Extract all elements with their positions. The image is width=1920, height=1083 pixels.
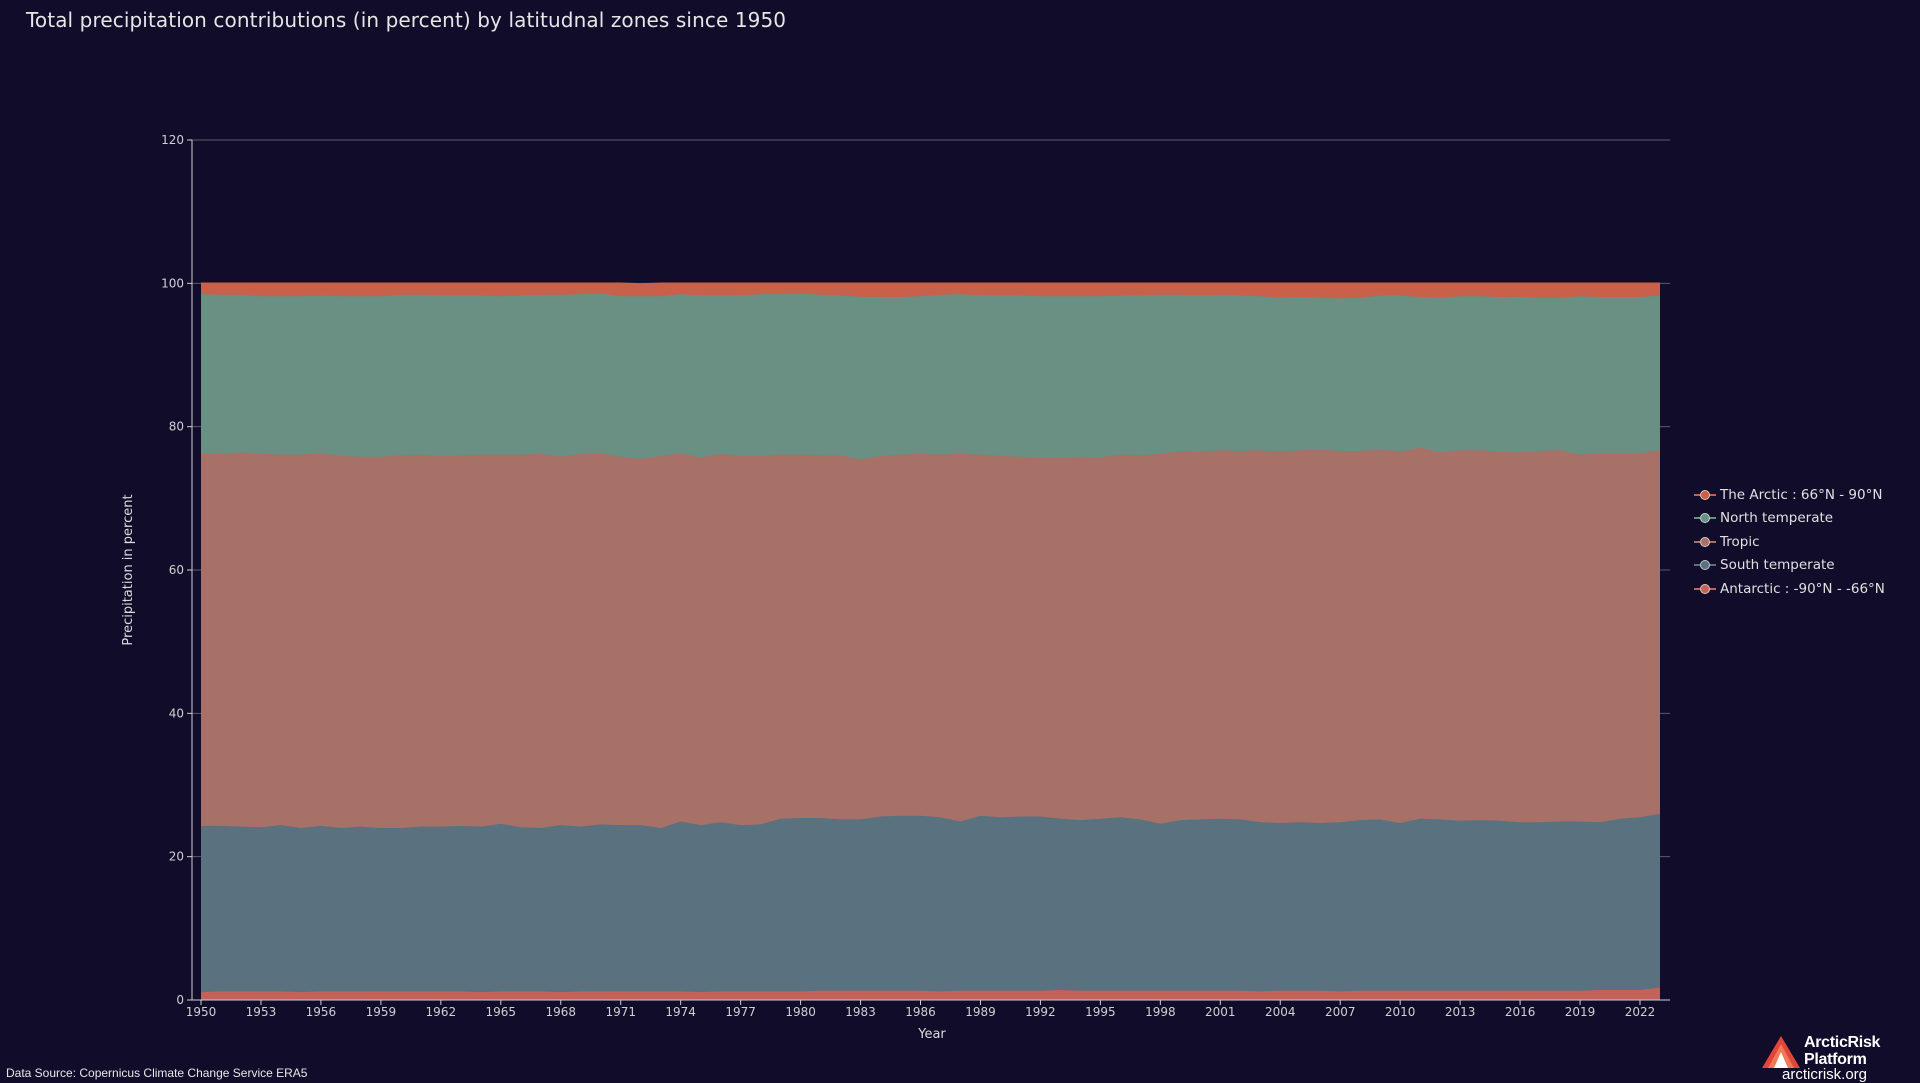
legend-marker-icon: [1694, 512, 1716, 524]
x-tick-label: 2007: [1325, 1005, 1356, 1019]
brand-name: ArcticRisk Platform: [1804, 1034, 1881, 1068]
x-tick-label: 1977: [725, 1005, 756, 1019]
y-tick-label: 100: [161, 276, 184, 290]
area-south-temperate: [201, 813, 1660, 993]
brand-url: arcticrisk.org: [1782, 1066, 1868, 1083]
legend: The Arctic : 66°N - 90°N North temperate T…: [1694, 483, 1885, 601]
x-tick-label: 1998: [1145, 1005, 1176, 1019]
y-tick-label: 0: [176, 993, 184, 1007]
area-the-arctic-66-n-90-n: [201, 283, 1660, 299]
data-source-note: Data Source: Copernicus Climate Change S…: [6, 1066, 308, 1080]
x-tick-label: 2013: [1445, 1005, 1476, 1019]
x-tick-label: 1953: [246, 1005, 277, 1019]
x-tick-label: 1992: [1025, 1005, 1056, 1019]
legend-marker-icon: [1694, 583, 1716, 595]
legend-item-south-temperate[interactable]: South temperate: [1694, 554, 1885, 578]
y-tick-label: 80: [169, 420, 184, 434]
x-tick-label: 2010: [1385, 1005, 1416, 1019]
x-tick-label: 1965: [486, 1005, 517, 1019]
x-tick-label: 1959: [366, 1005, 397, 1019]
y-tick-label: 40: [169, 706, 184, 720]
x-tick-label: 1962: [426, 1005, 457, 1019]
axes: 0 20 40 60 80 100 120 1950 1953 1956 1959 1962 1965 1…: [161, 133, 1670, 1019]
brand-logo: ArcticRisk Platform arcticrisk.org: [1762, 1028, 1902, 1083]
area-north-temperate: [201, 293, 1660, 460]
legend-item-antarctic-90-n-66-n[interactable]: Antarctic : -90°N - -66°N: [1694, 577, 1885, 601]
x-tick-label: 1986: [905, 1005, 936, 1019]
stacked-areas: [200, 282, 1661, 1000]
legend-marker-icon: [1694, 559, 1716, 571]
chart-title: Total precipitation contributions (in pe…: [26, 8, 787, 32]
x-tick-label: 2004: [1265, 1005, 1296, 1019]
x-tick-label: 2016: [1505, 1005, 1536, 1019]
y-tick-label: 20: [169, 850, 184, 864]
legend-marker-icon: [1694, 489, 1716, 501]
x-tick-label: 1995: [1085, 1005, 1116, 1019]
x-tick-label: 1974: [665, 1005, 696, 1019]
x-tick-label: 1980: [785, 1005, 816, 1019]
legend-label: South temperate: [1720, 557, 1835, 574]
y-tick-label: 120: [161, 133, 184, 147]
x-tick-label: 1968: [545, 1005, 576, 1019]
x-tick-label: 1989: [965, 1005, 996, 1019]
legend-item-north-temperate[interactable]: North temperate: [1694, 507, 1885, 531]
legend-item-tropic[interactable]: Tropic: [1694, 530, 1885, 554]
x-tick-label: 1971: [605, 1005, 636, 1019]
y-tick-label: 60: [169, 563, 184, 577]
x-tick-label: 2001: [1205, 1005, 1236, 1019]
legend-label: North temperate: [1720, 510, 1834, 527]
legend-marker-icon: [1694, 536, 1716, 548]
x-tick-label: 2022: [1625, 1005, 1656, 1019]
legend-item-the-arctic-66-n-90-n[interactable]: The Arctic : 66°N - 90°N: [1694, 483, 1885, 507]
legend-label: Antarctic : -90°N - -66°N: [1720, 580, 1885, 597]
arcticrisk-logo-icon: [1762, 1036, 1800, 1068]
legend-label: Tropic: [1720, 533, 1760, 550]
x-tick-label: 1950: [186, 1005, 217, 1019]
x-tick-label: 1956: [306, 1005, 337, 1019]
line-the-arctic-66-n-90-n: [201, 282, 1660, 285]
x-axis-label: Year: [917, 1027, 946, 1042]
x-tick-label: 1983: [845, 1005, 876, 1019]
y-axis-label: Precipitation in percent: [121, 494, 136, 645]
legend-label: The Arctic : 66°N - 90°N: [1720, 486, 1883, 503]
area-tropic: [201, 447, 1660, 828]
x-tick-label: 2019: [1565, 1005, 1596, 1019]
